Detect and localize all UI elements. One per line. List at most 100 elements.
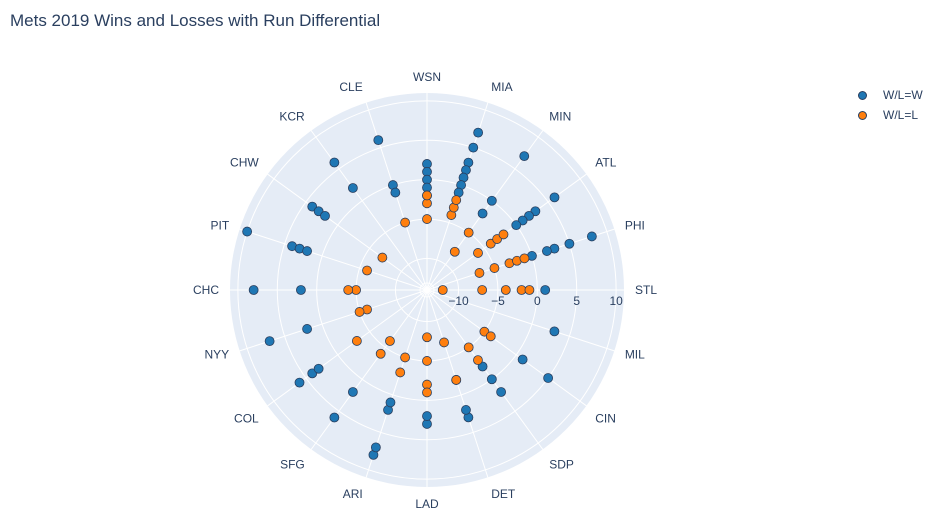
data-point-win: [347, 387, 358, 397]
angular-gridline: [239, 228, 428, 291]
data-point-loss: [463, 342, 474, 353]
data-point-win: [242, 226, 253, 237]
data-point-loss: [519, 253, 530, 264]
data-point-loss: [473, 355, 483, 366]
legend-item-win[interactable]: W/L=W: [855, 85, 923, 105]
angular-tick-label-min: MIN: [549, 110, 571, 124]
angular-tick-label-kcr: KCR: [279, 110, 305, 124]
data-point-win: [294, 377, 305, 388]
angular-tick-label-pit: PIT: [211, 219, 230, 233]
data-point-win: [390, 187, 401, 198]
data-point-win: [422, 411, 432, 421]
data-point-win: [385, 397, 396, 408]
angular-tick-label-col: COL: [234, 411, 259, 425]
data-point-win: [477, 208, 488, 219]
data-point-win: [496, 387, 507, 397]
data-point-loss: [439, 337, 449, 348]
radial-axis-labels: −10 −5 0 5 10: [448, 294, 623, 308]
data-point-loss: [451, 195, 462, 205]
data-point-win: [296, 285, 306, 295]
data-point-loss: [485, 331, 496, 342]
angular-tick-label-mia: MIA: [491, 80, 512, 94]
angular-tick-label-wsn: WSN: [413, 70, 441, 84]
data-point-loss: [500, 285, 511, 295]
data-point-win: [264, 336, 275, 347]
data-point-loss: [422, 356, 432, 366]
data-point-loss: [463, 227, 474, 238]
angular-tick-label-mil: MIL: [625, 347, 645, 361]
data-point-loss: [377, 252, 388, 263]
data-point-loss: [395, 367, 406, 378]
data-point-loss: [400, 217, 410, 228]
angular-tick-label-stl: STL: [635, 283, 657, 297]
angular-gridline: [310, 130, 428, 291]
data-point-loss: [343, 285, 354, 295]
legend-label-loss: W/L=L: [883, 108, 919, 122]
data-point-loss: [422, 190, 432, 201]
data-point-loss: [489, 263, 500, 273]
data-point-win: [564, 238, 575, 249]
data-point-loss: [400, 352, 410, 363]
data-point-loss: [498, 229, 509, 240]
data-point-win: [543, 373, 554, 383]
data-point-win: [542, 246, 552, 256]
data-point-loss: [422, 387, 432, 398]
data-point-win: [517, 354, 528, 365]
legend: W/L=W W/L=L: [855, 85, 923, 125]
data-point-loss: [375, 348, 386, 359]
data-point-win: [347, 183, 358, 193]
data-point-win: [313, 363, 324, 374]
data-point-win: [248, 285, 259, 295]
legend-item-loss[interactable]: W/L=L: [855, 105, 923, 125]
angular-gridline: [267, 289, 428, 407]
data-point-win: [511, 220, 522, 231]
data-point-loss: [474, 268, 485, 278]
legend-label-win: W/L=W: [883, 88, 923, 102]
data-point-win: [302, 246, 312, 256]
angular-gridline: [426, 289, 587, 407]
data-point-win: [486, 374, 497, 385]
legend-marker-loss-icon: [858, 110, 867, 120]
radial-tick-label: −10: [448, 294, 469, 308]
data-point-loss: [351, 336, 362, 346]
series-loss: [343, 190, 535, 398]
series-win: [242, 127, 597, 460]
data-point-win: [519, 151, 530, 162]
radial-tick-label: 5: [573, 294, 580, 308]
data-point-win: [486, 195, 497, 206]
angular-gridline: [267, 173, 428, 291]
data-point-win: [549, 192, 560, 203]
data-point-win: [468, 142, 479, 153]
angular-gridline: [310, 289, 428, 450]
data-point-loss: [524, 285, 535, 295]
angular-tick-label-lad: LAD: [415, 497, 439, 511]
angular-tick-label-sfg: SFG: [280, 457, 305, 471]
radial-tick-label: −5: [491, 294, 505, 308]
data-point-loss: [385, 336, 395, 346]
chart-title: Mets 2019 Wins and Losses with Run Diffe…: [10, 11, 381, 30]
data-point-loss: [473, 248, 483, 258]
data-point-loss: [451, 375, 462, 385]
angular-tick-label-chc: CHC: [193, 283, 219, 297]
data-point-win: [461, 405, 471, 415]
data-point-win: [540, 285, 551, 295]
data-point-win: [302, 324, 312, 334]
angular-tick-label-phi: PHI: [625, 219, 645, 233]
data-point-loss: [477, 285, 488, 295]
angular-gridline: [426, 289, 615, 352]
angular-tick-label-sdp: SDP: [549, 457, 574, 471]
data-point-loss: [362, 265, 372, 276]
data-point-win: [329, 412, 340, 423]
data-point-win: [320, 210, 330, 221]
data-point-loss: [354, 307, 365, 317]
angular-axis-labels: STL PHI ATL MIN MIA WSN CLE KCR CHW PIT CHC NYY COL S…: [193, 70, 657, 511]
data-point-win: [370, 442, 381, 453]
angular-tick-label-cle: CLE: [339, 80, 362, 94]
data-point-win: [586, 231, 597, 242]
data-point-win: [549, 326, 560, 337]
radial-tick-label: 0: [534, 294, 541, 308]
data-point-loss: [449, 246, 460, 257]
radial-tick-label: 10: [609, 294, 623, 308]
angular-tick-label-chw: CHW: [230, 156, 259, 170]
